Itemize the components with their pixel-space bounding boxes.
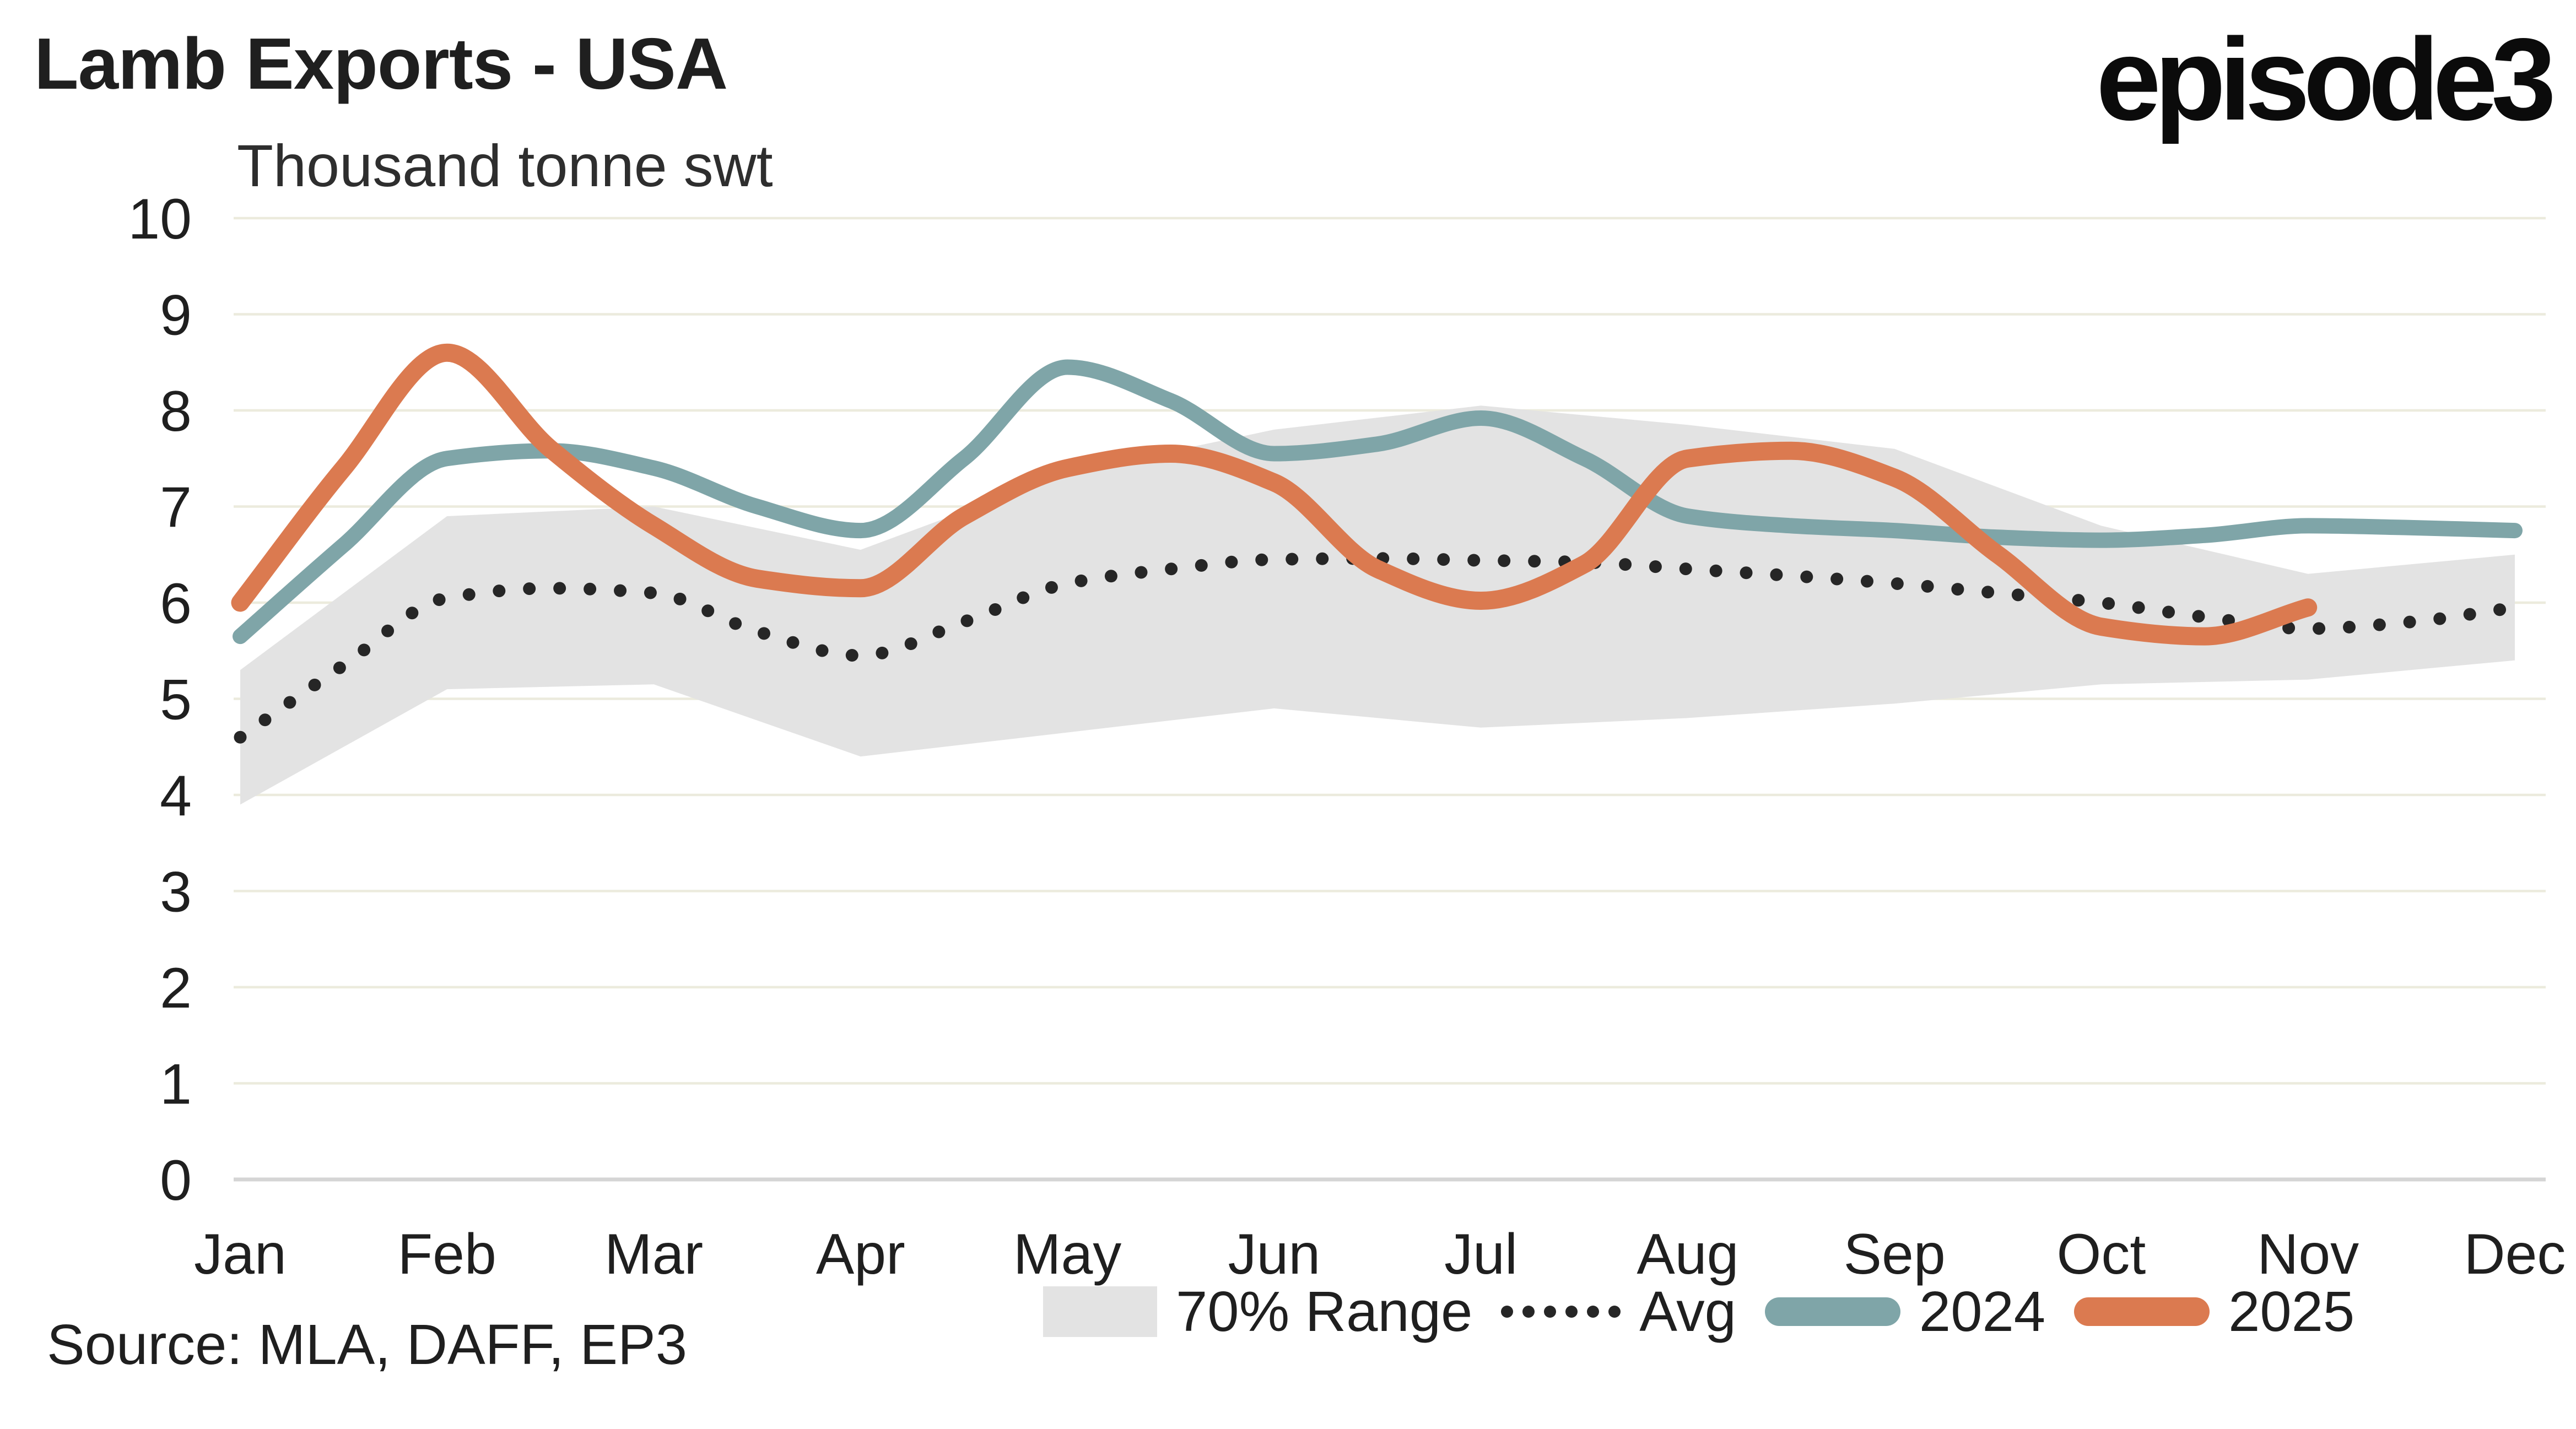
y-tick-label: 10 [128,187,192,251]
source-note: Source: MLA, DAFF, EP3 [47,1313,688,1376]
series-2024 [233,359,2523,645]
y-tick-label: 4 [160,764,192,828]
legend-item-2025: 2025 [2074,1279,2354,1344]
x-tick-label: Oct [2057,1222,2146,1286]
x-tick-label: Feb [398,1222,496,1286]
y-tick-label: 2 [160,956,192,1020]
y-tick-label: 9 [160,284,192,348]
series-2025 [231,343,2318,646]
x-tick-label: Sep [1844,1222,1946,1286]
range-band-swatch [1043,1286,1157,1337]
legend-item-2024: 2024 [1764,1279,2046,1344]
x-tick-label: Nov [2257,1222,2359,1286]
legend-label: 2024 [1919,1280,2046,1343]
legend-label: 2025 [2228,1280,2355,1343]
y-tick-label: 7 [160,476,192,540]
avg-dotted-swatch [1501,1306,1621,1318]
x-axis-labels: Jan Feb Mar Apr May Jun Jul Aug Sep Oct Nov Dec [194,1222,2566,1286]
y-tick-label: 8 [160,380,192,443]
x-tick-label: Dec [2464,1222,2566,1286]
y-tick-label: 0 [160,1149,192,1213]
x-tick-label: Jun [1228,1222,1321,1286]
x-tick-label: Apr [816,1222,905,1286]
series-2025-swatch [2074,1297,2210,1326]
y-tick-label: 6 [160,572,192,636]
legend-label: Avg [1639,1280,1736,1343]
episode3-logo: episode3 [2096,14,2556,144]
chart-legend: 70% Range Avg 2024 2025 [1043,1279,2354,1344]
legend-item-70-range: 70% Range [1043,1279,1472,1344]
y-tick-label: 3 [160,860,192,924]
page-title: Lamb Exports - USA [34,23,728,104]
y-tick-label: 5 [160,668,192,732]
y-axis-labels: 0 1 2 3 4 5 6 7 8 9 10 [128,187,192,1213]
chart-unit-subtitle: Thousand tonne swt [237,132,773,199]
legend-item-avg: Avg [1501,1279,1736,1344]
x-tick-label: Jan [194,1222,287,1286]
legend-label: 70% Range [1176,1280,1473,1343]
x-tick-label: May [1013,1222,1121,1286]
x-tick-label: Aug [1637,1222,1738,1286]
x-tick-label: Mar [604,1222,703,1286]
x-tick-label: Jul [1444,1222,1517,1286]
y-tick-label: 1 [160,1053,192,1117]
series-2024-swatch [1764,1297,1900,1326]
